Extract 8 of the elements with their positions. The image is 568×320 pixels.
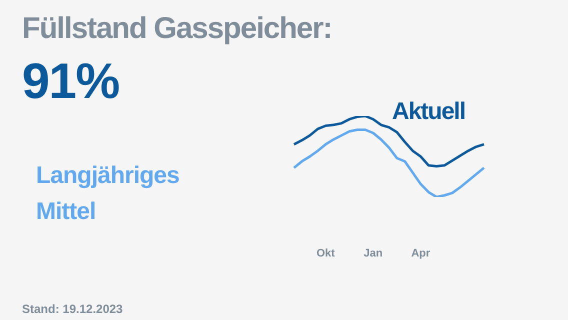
chart-title: Füllstand Gasspeicher: [22, 12, 332, 46]
x-tick-label: Apr [411, 248, 431, 260]
text: Stand: 19.12.2023 [22, 302, 123, 316]
x-tick-label: Jan [364, 248, 383, 260]
chart-subtitle: 91% [22, 52, 120, 110]
x-tick-label: Okt [316, 248, 336, 260]
text: Langjähriges Mittel [36, 161, 180, 227]
series-label: Aktuell [392, 98, 466, 126]
